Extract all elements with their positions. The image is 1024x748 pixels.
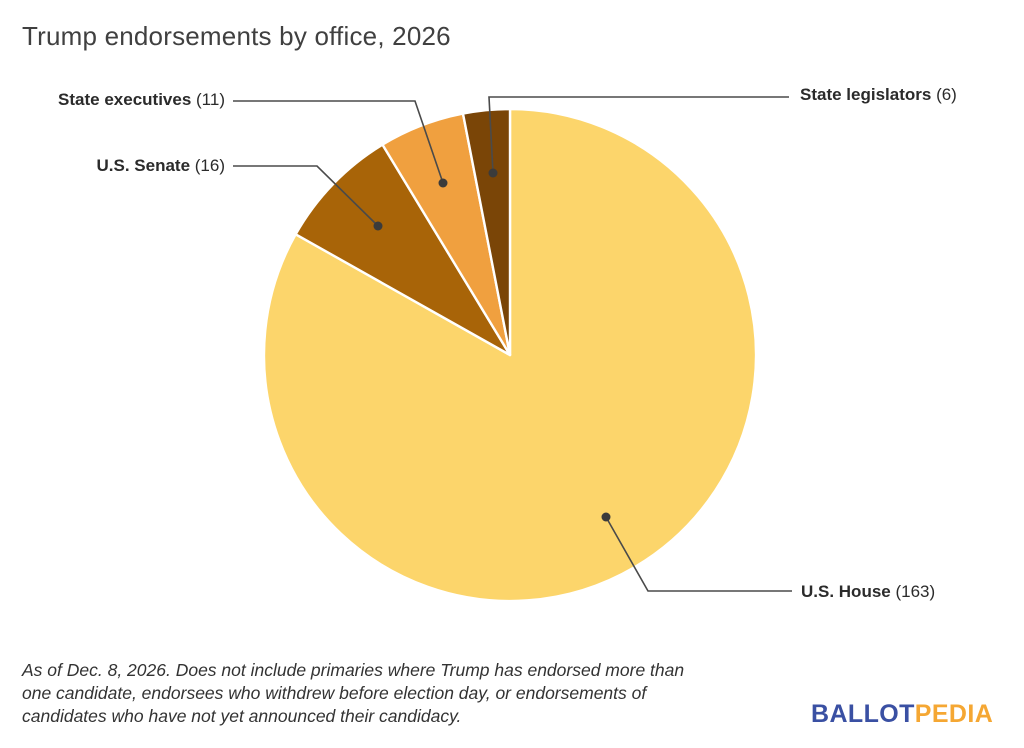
leader-line-u-s-senate (233, 165, 379, 227)
slice-label-state-executives: State executives (11) (58, 89, 225, 111)
logo-pedia-text: PEDIA (914, 700, 994, 728)
slice-label-count: (6) (936, 85, 957, 104)
leader-line-state-executives (233, 100, 444, 184)
footnote-line: one candidate, endorsees who withdrew be… (22, 683, 647, 703)
footnote: As of Dec. 8, 2026. Does not include pri… (22, 659, 684, 728)
callout-dot-state-executives (438, 178, 448, 188)
slice-label-state-legislators: State legislators (6) (800, 84, 957, 106)
ballotpedia-logo: BALLOTPEDIA (811, 700, 993, 729)
footnote-line: candidates who have not yet announced th… (22, 706, 462, 726)
chart-title: Trump endorsements by office, 2026 (22, 21, 451, 51)
callout-dot-u-s-house (601, 512, 611, 522)
slice-label-us-house: U.S. House (163) (801, 581, 935, 603)
slice-label-name: State executives (58, 90, 192, 109)
slice-label-count: (163) (895, 582, 936, 601)
slice-label-count: (11) (196, 90, 225, 109)
logo-ballot-text: BALLOT (811, 700, 915, 728)
slice-label-name: U.S. House (801, 582, 891, 601)
slice-label-name: State legislators (800, 85, 932, 104)
leader-line-state-legislators (488, 96, 789, 174)
pie-slice-state-legislators (461, 107, 512, 357)
slice-label-us-senate: U.S. Senate (16) (96, 155, 225, 177)
slice-label-count: (16) (194, 156, 225, 175)
leader-line-u-s-house (605, 516, 792, 592)
slice-label-name: U.S. Senate (96, 156, 191, 175)
callout-dot-u-s-senate (373, 221, 383, 231)
callout-dot-state-legislators (488, 168, 498, 178)
footnote-line: As of Dec. 8, 2026. Does not include pri… (22, 660, 685, 680)
